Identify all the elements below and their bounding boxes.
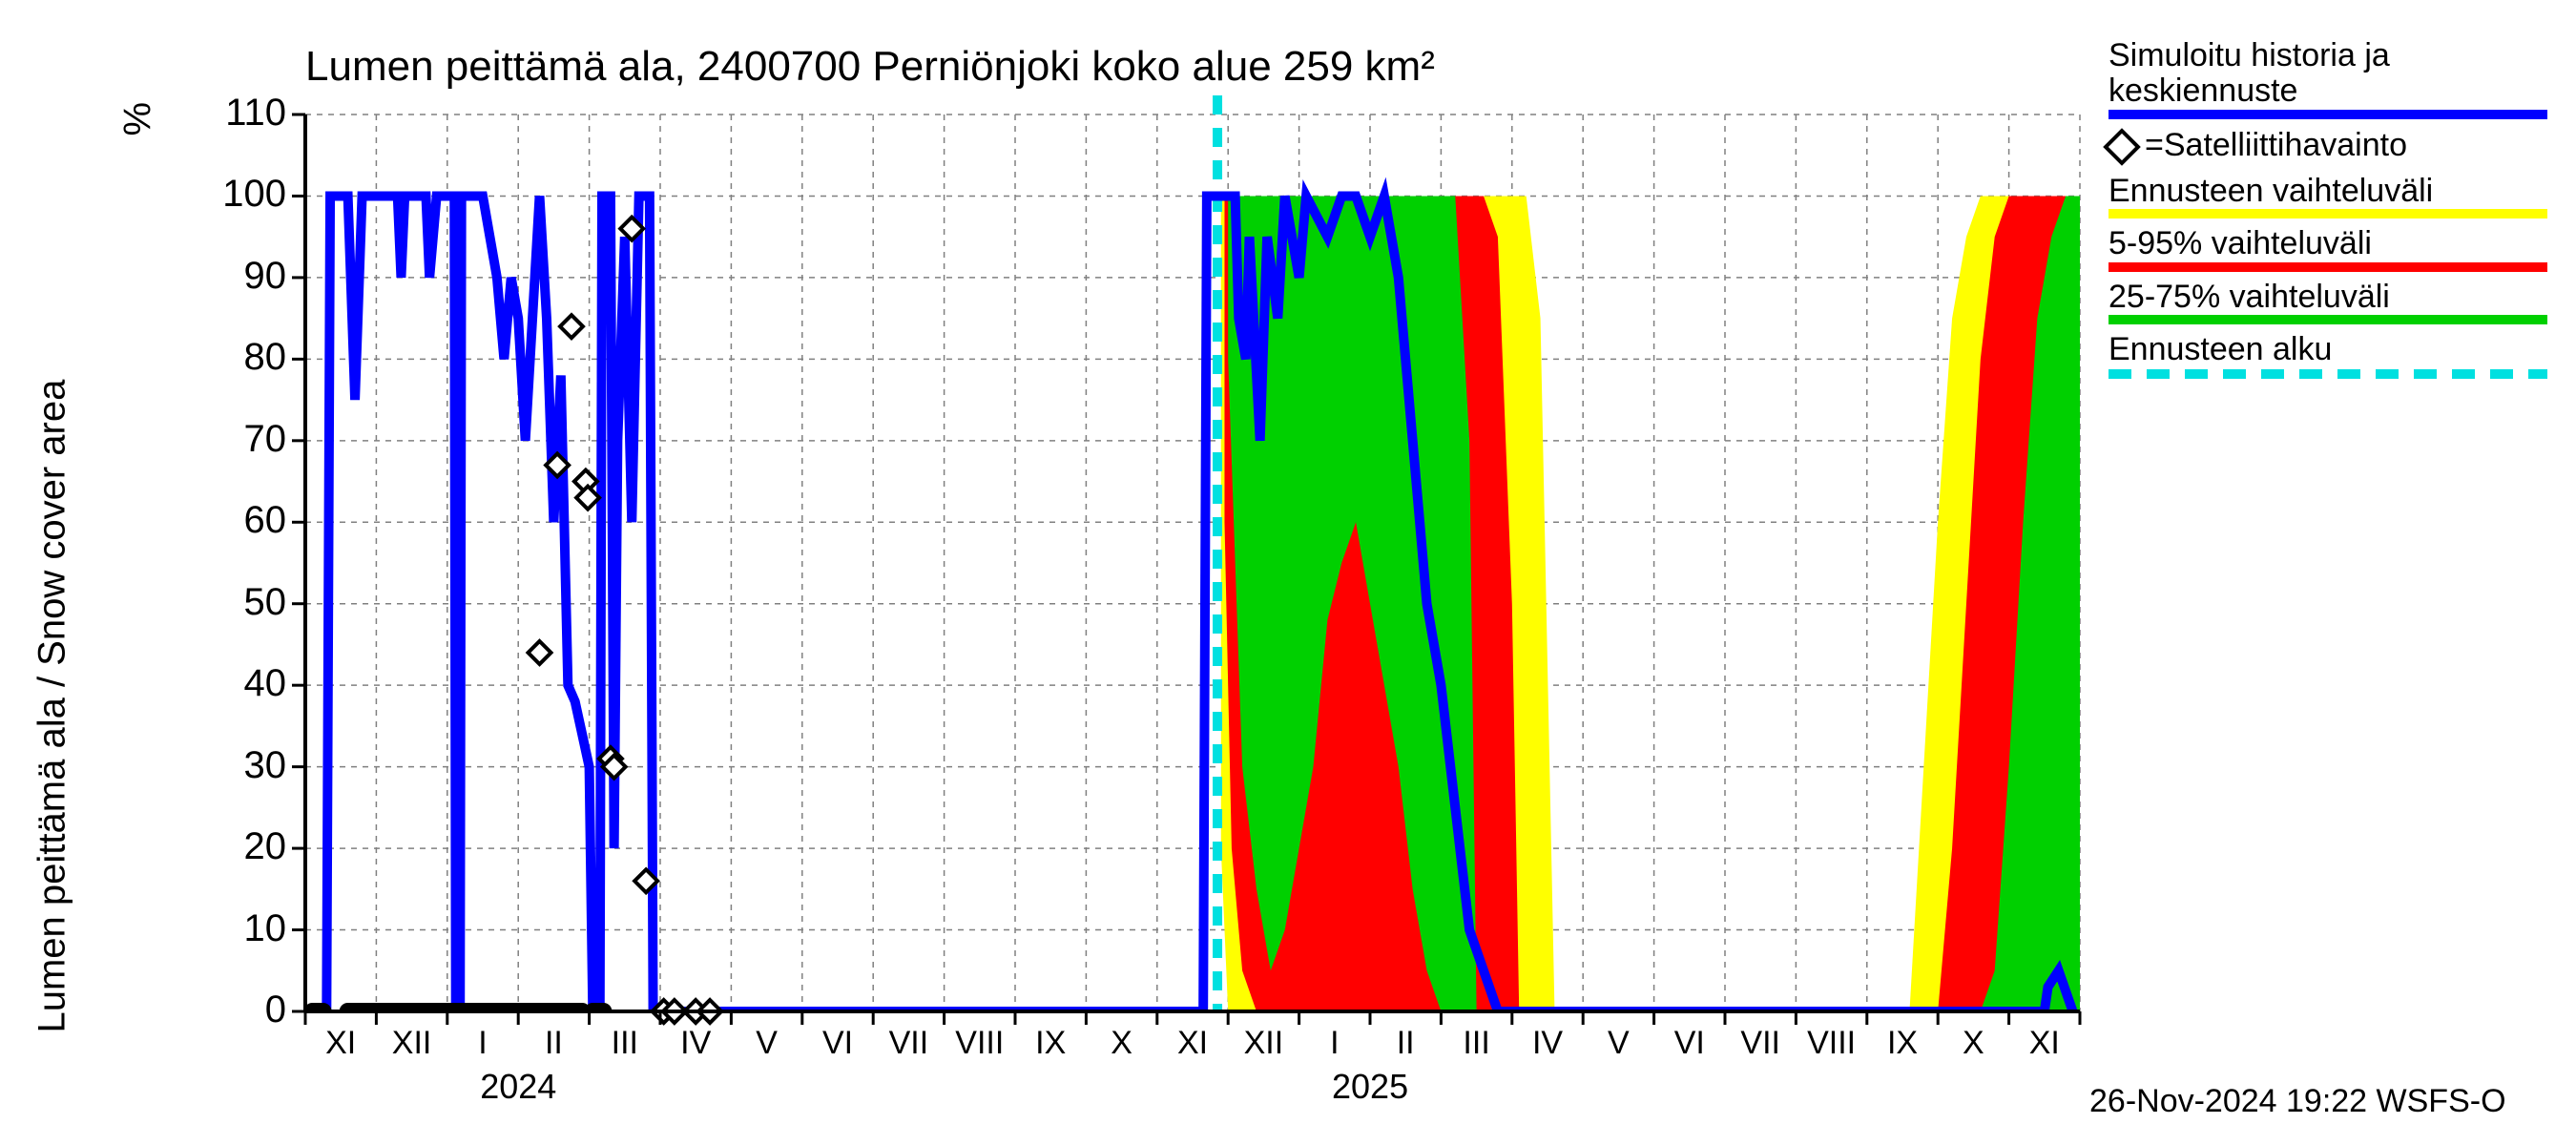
x-tick-label: XI	[2029, 1025, 2060, 1062]
x-tick-label: XI	[1177, 1025, 1208, 1062]
x-tick-label: VII	[1740, 1025, 1780, 1062]
legend-item-range-red: 5-95% vaihteluväli	[2109, 226, 2566, 271]
x-tick-label: XII	[1244, 1025, 1284, 1062]
diamond-icon	[2103, 128, 2141, 166]
legend-line-cyan	[2109, 369, 2547, 379]
legend-item-range-green: 25-75% vaihteluväli	[2109, 280, 2566, 324]
x-tick-label: IV	[1532, 1025, 1563, 1062]
legend-item-history: Simuloitu historia ja keskiennuste	[2109, 38, 2566, 119]
x-tick-label: II	[545, 1025, 563, 1062]
year-label: 2025	[1332, 1067, 1408, 1107]
y-tick-label: 40	[200, 662, 286, 705]
x-tick-label: III	[612, 1025, 638, 1062]
legend-item-range-yellow: Ennusteen vaihteluväli	[2109, 174, 2566, 219]
y-tick-label: 80	[200, 336, 286, 379]
y-tick-label: 60	[200, 499, 286, 542]
legend-line-blue	[2109, 110, 2547, 119]
y-tick-label: 20	[200, 825, 286, 868]
y-tick-label: 70	[200, 418, 286, 461]
y-tick-label: 90	[200, 255, 286, 298]
x-tick-label: X	[1111, 1025, 1132, 1062]
x-tick-label: VI	[1674, 1025, 1705, 1062]
y-tick-label: 30	[200, 744, 286, 787]
y-tick-label: 110	[200, 92, 286, 135]
y-tick-label: 50	[200, 581, 286, 624]
y-tick-label: 0	[200, 989, 286, 1031]
legend-item-forecast-start: Ennusteen alku	[2109, 332, 2566, 379]
y-tick-label: 10	[200, 907, 286, 950]
x-tick-label: XI	[325, 1025, 356, 1062]
footer-timestamp: 26-Nov-2024 19:22 WSFS-O	[2089, 1083, 2506, 1120]
legend-line-red	[2109, 262, 2547, 272]
x-tick-label: VI	[822, 1025, 853, 1062]
x-tick-label: VII	[889, 1025, 929, 1062]
x-tick-label: II	[1397, 1025, 1415, 1062]
x-tick-label: X	[1963, 1025, 1984, 1062]
y-tick-label: 100	[200, 173, 286, 216]
x-tick-label: I	[478, 1025, 487, 1062]
x-tick-label: XII	[392, 1025, 432, 1062]
chart-container: Lumen peittämä ala, 2400700 Perniönjoki …	[0, 0, 2576, 1145]
x-tick-label: VIII	[1807, 1025, 1856, 1062]
x-tick-label: IV	[680, 1025, 711, 1062]
x-tick-label: IX	[1035, 1025, 1066, 1062]
x-tick-label: V	[1608, 1025, 1630, 1062]
legend-line-green	[2109, 315, 2547, 324]
legend-item-satellite: =Satelliittihavainto	[2109, 127, 2566, 164]
legend: Simuloitu historia ja keskiennuste =Sate…	[2109, 38, 2566, 386]
x-tick-label: IX	[1887, 1025, 1918, 1062]
year-label: 2024	[480, 1067, 556, 1107]
legend-line-yellow	[2109, 209, 2547, 219]
x-tick-label: VIII	[955, 1025, 1004, 1062]
x-tick-label: I	[1330, 1025, 1339, 1062]
x-tick-label: V	[756, 1025, 778, 1062]
x-tick-label: III	[1463, 1025, 1489, 1062]
